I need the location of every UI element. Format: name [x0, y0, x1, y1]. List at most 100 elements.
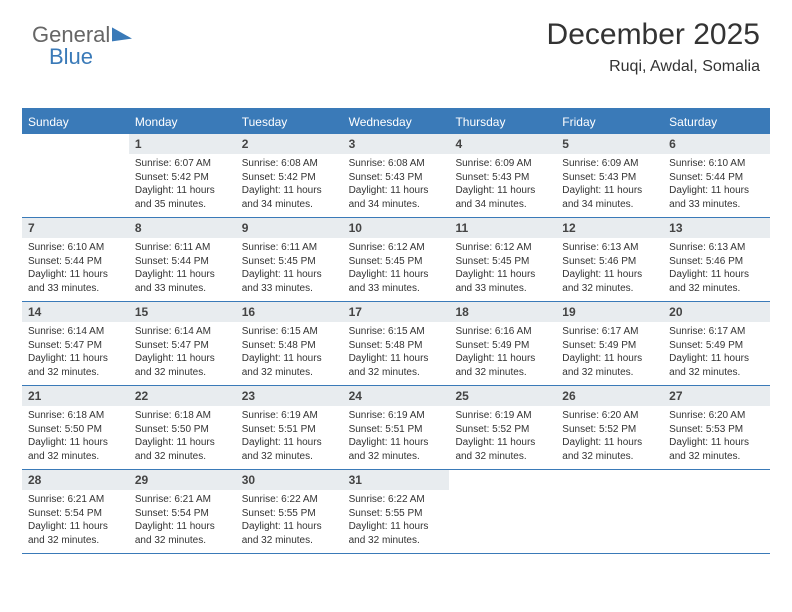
info-line: and 32 minutes.	[669, 450, 764, 464]
info-line: Sunrise: 6:18 AM	[135, 409, 230, 423]
day-header: Saturday	[663, 110, 770, 134]
day-header: Sunday	[22, 110, 129, 134]
week-row: 14Sunrise: 6:14 AMSunset: 5:47 PMDayligh…	[22, 302, 770, 386]
info-line: Daylight: 11 hours	[242, 520, 337, 534]
info-line: Sunrise: 6:12 AM	[349, 241, 444, 255]
day-info: Sunrise: 6:18 AMSunset: 5:50 PMDaylight:…	[22, 406, 129, 469]
day-info: Sunrise: 6:12 AMSunset: 5:45 PMDaylight:…	[449, 238, 556, 301]
info-line: Daylight: 11 hours	[135, 436, 230, 450]
info-line: Sunset: 5:44 PM	[669, 171, 764, 185]
info-line: Sunset: 5:47 PM	[28, 339, 123, 353]
info-line: Sunset: 5:46 PM	[562, 255, 657, 269]
day-number: 7	[22, 218, 129, 238]
info-line: Daylight: 11 hours	[455, 436, 550, 450]
info-line: Daylight: 11 hours	[349, 436, 444, 450]
day-info: Sunrise: 6:12 AMSunset: 5:45 PMDaylight:…	[343, 238, 450, 301]
info-line: Sunset: 5:50 PM	[28, 423, 123, 437]
info-line: Sunrise: 6:07 AM	[135, 157, 230, 171]
day-info: Sunrise: 6:20 AMSunset: 5:52 PMDaylight:…	[556, 406, 663, 469]
day-cell: 5Sunrise: 6:09 AMSunset: 5:43 PMDaylight…	[556, 134, 663, 217]
info-line: Daylight: 11 hours	[562, 436, 657, 450]
day-number: 13	[663, 218, 770, 238]
day-info: Sunrise: 6:18 AMSunset: 5:50 PMDaylight:…	[129, 406, 236, 469]
day-number: 12	[556, 218, 663, 238]
info-line: and 32 minutes.	[135, 534, 230, 548]
day-info: Sunrise: 6:19 AMSunset: 5:52 PMDaylight:…	[449, 406, 556, 469]
info-line: Daylight: 11 hours	[242, 352, 337, 366]
info-line: Daylight: 11 hours	[669, 436, 764, 450]
day-info: Sunrise: 6:19 AMSunset: 5:51 PMDaylight:…	[343, 406, 450, 469]
day-cell: 1Sunrise: 6:07 AMSunset: 5:42 PMDaylight…	[129, 134, 236, 217]
info-line: Daylight: 11 hours	[669, 352, 764, 366]
info-line: Sunrise: 6:22 AM	[349, 493, 444, 507]
day-header: Monday	[129, 110, 236, 134]
day-cell: 2Sunrise: 6:08 AMSunset: 5:42 PMDaylight…	[236, 134, 343, 217]
info-line: and 32 minutes.	[28, 534, 123, 548]
day-cell: 23Sunrise: 6:19 AMSunset: 5:51 PMDayligh…	[236, 386, 343, 469]
info-line: Daylight: 11 hours	[349, 352, 444, 366]
info-line: Sunset: 5:53 PM	[669, 423, 764, 437]
info-line: and 33 minutes.	[135, 282, 230, 296]
day-cell: 27Sunrise: 6:20 AMSunset: 5:53 PMDayligh…	[663, 386, 770, 469]
info-line: Sunrise: 6:14 AM	[135, 325, 230, 339]
week-row: 1Sunrise: 6:07 AMSunset: 5:42 PMDaylight…	[22, 134, 770, 218]
info-line: and 32 minutes.	[349, 450, 444, 464]
day-cell: 28Sunrise: 6:21 AMSunset: 5:54 PMDayligh…	[22, 470, 129, 553]
info-line: Sunrise: 6:08 AM	[242, 157, 337, 171]
day-cell: 30Sunrise: 6:22 AMSunset: 5:55 PMDayligh…	[236, 470, 343, 553]
info-line: Sunset: 5:43 PM	[349, 171, 444, 185]
page-header: December 2025 Ruqi, Awdal, Somalia	[547, 18, 760, 76]
day-number: 14	[22, 302, 129, 322]
info-line: Sunset: 5:52 PM	[562, 423, 657, 437]
day-info: Sunrise: 6:09 AMSunset: 5:43 PMDaylight:…	[556, 154, 663, 217]
day-info: Sunrise: 6:08 AMSunset: 5:42 PMDaylight:…	[236, 154, 343, 217]
day-cell: 18Sunrise: 6:16 AMSunset: 5:49 PMDayligh…	[449, 302, 556, 385]
info-line: and 34 minutes.	[242, 198, 337, 212]
info-line: Daylight: 11 hours	[242, 268, 337, 282]
info-line: and 32 minutes.	[242, 366, 337, 380]
info-line: and 34 minutes.	[562, 198, 657, 212]
info-line: Sunset: 5:49 PM	[455, 339, 550, 353]
info-line: and 32 minutes.	[349, 366, 444, 380]
info-line: Daylight: 11 hours	[242, 436, 337, 450]
day-header: Thursday	[449, 110, 556, 134]
day-info: Sunrise: 6:19 AMSunset: 5:51 PMDaylight:…	[236, 406, 343, 469]
info-line: and 32 minutes.	[562, 282, 657, 296]
day-info: Sunrise: 6:22 AMSunset: 5:55 PMDaylight:…	[343, 490, 450, 553]
day-info: Sunrise: 6:14 AMSunset: 5:47 PMDaylight:…	[22, 322, 129, 385]
info-line: Daylight: 11 hours	[135, 520, 230, 534]
day-number: 10	[343, 218, 450, 238]
info-line: Daylight: 11 hours	[562, 184, 657, 198]
day-info: Sunrise: 6:11 AMSunset: 5:44 PMDaylight:…	[129, 238, 236, 301]
day-number: 30	[236, 470, 343, 490]
info-line: Sunset: 5:45 PM	[349, 255, 444, 269]
info-line: Sunrise: 6:18 AM	[28, 409, 123, 423]
info-line: Daylight: 11 hours	[669, 268, 764, 282]
day-header: Tuesday	[236, 110, 343, 134]
day-cell: 6Sunrise: 6:10 AMSunset: 5:44 PMDaylight…	[663, 134, 770, 217]
day-info: Sunrise: 6:11 AMSunset: 5:45 PMDaylight:…	[236, 238, 343, 301]
day-info: Sunrise: 6:13 AMSunset: 5:46 PMDaylight:…	[556, 238, 663, 301]
info-line: Sunset: 5:48 PM	[349, 339, 444, 353]
day-cell: 22Sunrise: 6:18 AMSunset: 5:50 PMDayligh…	[129, 386, 236, 469]
day-number: 21	[22, 386, 129, 406]
day-info: Sunrise: 6:10 AMSunset: 5:44 PMDaylight:…	[22, 238, 129, 301]
day-number: 22	[129, 386, 236, 406]
info-line: and 32 minutes.	[455, 450, 550, 464]
info-line: Sunrise: 6:10 AM	[28, 241, 123, 255]
info-line: Sunrise: 6:17 AM	[669, 325, 764, 339]
info-line: Sunrise: 6:17 AM	[562, 325, 657, 339]
day-info: Sunrise: 6:08 AMSunset: 5:43 PMDaylight:…	[343, 154, 450, 217]
info-line: Daylight: 11 hours	[28, 268, 123, 282]
day-number: 11	[449, 218, 556, 238]
day-cell: 26Sunrise: 6:20 AMSunset: 5:52 PMDayligh…	[556, 386, 663, 469]
info-line: and 32 minutes.	[28, 366, 123, 380]
info-line: Sunset: 5:43 PM	[562, 171, 657, 185]
day-cell: 24Sunrise: 6:19 AMSunset: 5:51 PMDayligh…	[343, 386, 450, 469]
info-line: Sunset: 5:44 PM	[28, 255, 123, 269]
info-line: Sunrise: 6:20 AM	[562, 409, 657, 423]
day-cell: 13Sunrise: 6:13 AMSunset: 5:46 PMDayligh…	[663, 218, 770, 301]
info-line: Sunset: 5:44 PM	[135, 255, 230, 269]
day-cell	[663, 470, 770, 553]
day-cell: 9Sunrise: 6:11 AMSunset: 5:45 PMDaylight…	[236, 218, 343, 301]
